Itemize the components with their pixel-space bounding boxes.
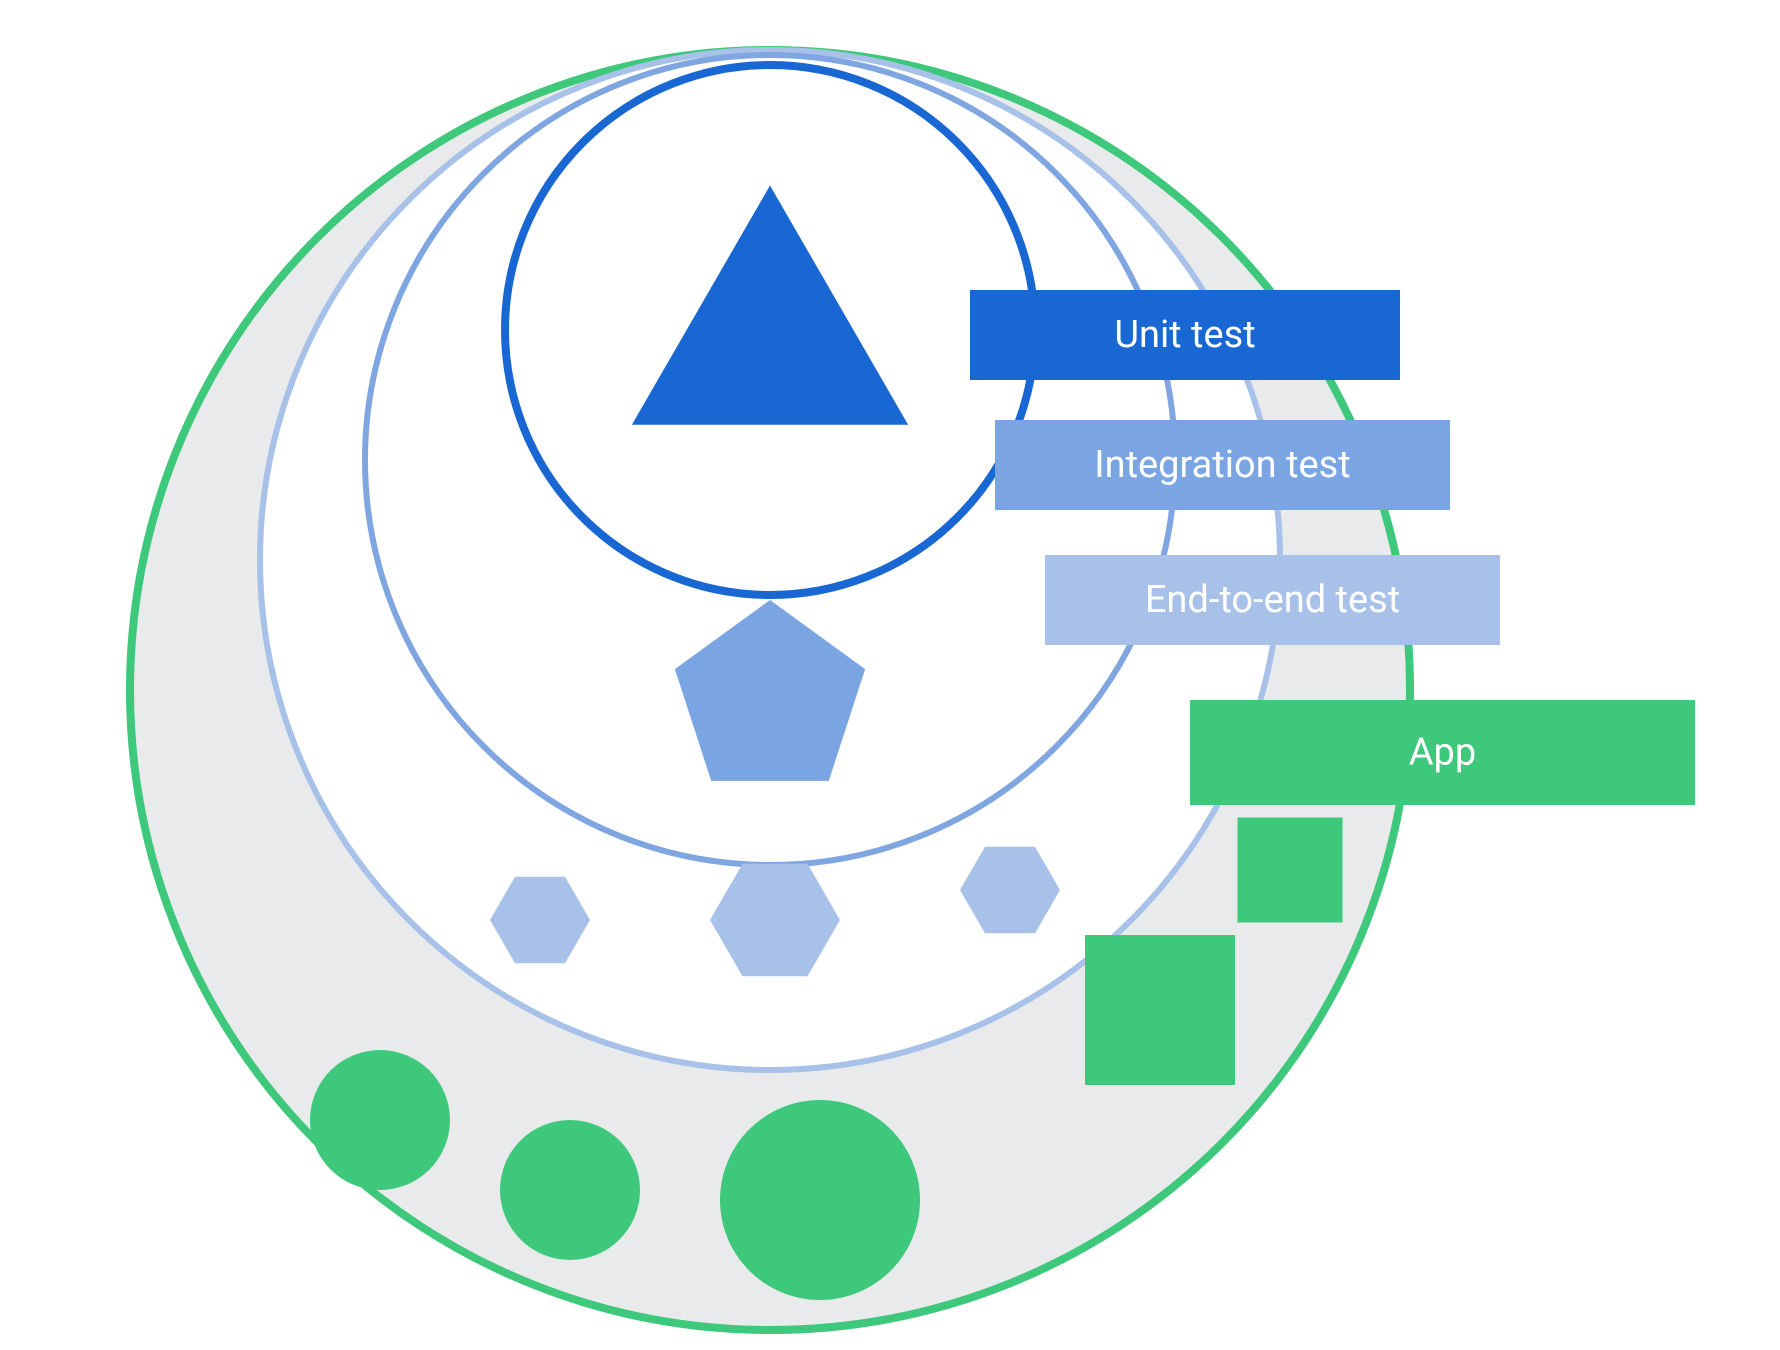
app-square-icon <box>1085 935 1235 1085</box>
label-e2e: End-to-end test <box>1045 555 1500 645</box>
app-circle-icon <box>720 1100 920 1300</box>
label-text-integration: Integration test <box>1094 443 1350 487</box>
label-text-e2e: End-to-end test <box>1145 578 1400 622</box>
app-circle-icon <box>500 1120 640 1260</box>
test-scope-diagram: Unit test Integration test End-to-end test… <box>0 0 1780 1350</box>
label-text-app: App <box>1409 731 1476 775</box>
app-circle-icon <box>310 1050 450 1190</box>
app-square-icon <box>1238 818 1343 923</box>
label-text-unit: Unit test <box>1114 313 1255 357</box>
label-app: App <box>1190 700 1695 805</box>
label-integration: Integration test <box>995 420 1450 510</box>
label-unit: Unit test <box>970 290 1400 380</box>
